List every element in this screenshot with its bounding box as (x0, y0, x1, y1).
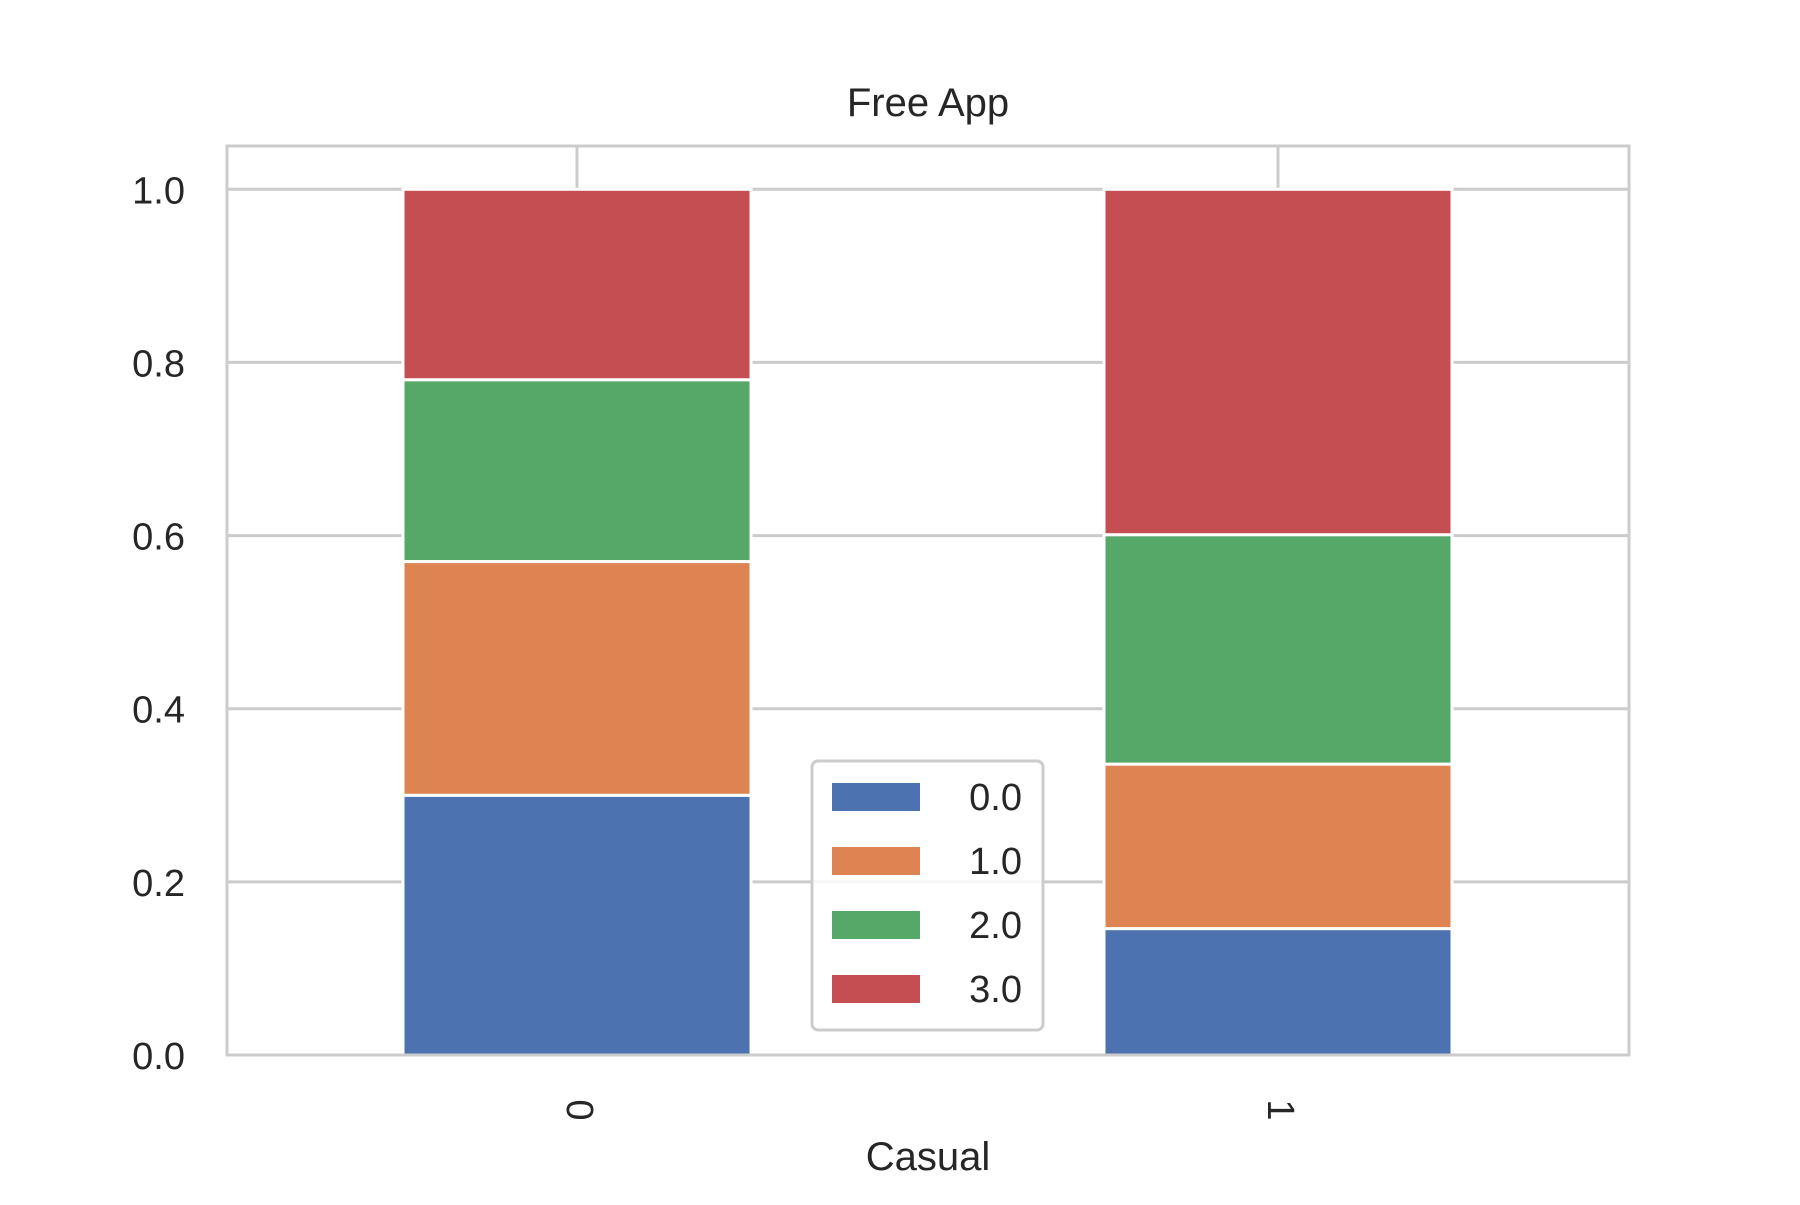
legend-swatch (832, 783, 920, 811)
bar-segment (401, 560, 753, 797)
legend-label: 3.0 (969, 969, 1022, 1011)
y-tick-label: 0.4 (132, 690, 185, 732)
axis-ticks: 0.0 0.2 0.4 0.6 0.8 1.0 0 1 (132, 170, 1301, 1120)
plot-frame (225, 144, 1631, 1057)
legend-label: 2.0 (969, 905, 1022, 947)
x-axis-label: Casual (866, 1135, 991, 1179)
bar-segment (1102, 187, 1454, 537)
bar-segment (401, 793, 753, 1057)
bar-segment (1102, 533, 1454, 766)
y-tick-label: 1.0 (132, 170, 185, 212)
legend-swatch (832, 975, 920, 1003)
bars (401, 187, 1454, 1057)
bar-segment (1102, 762, 1454, 931)
bar-segment (1102, 927, 1454, 1057)
x-tick-label: 0 (558, 1099, 600, 1120)
legend: 0.0 1.0 2.0 3.0 (810, 759, 1045, 1032)
x-tick-label: 1 (1259, 1099, 1301, 1120)
y-tick-label: 0.2 (132, 863, 185, 905)
bar-segment (401, 187, 753, 382)
legend-label: 0.0 (969, 777, 1022, 819)
legend-box (810, 759, 1045, 1032)
chart-title: Free App (847, 81, 1009, 125)
legend-swatch (832, 911, 920, 939)
bar-segment (401, 378, 753, 564)
legend-label: 1.0 (969, 841, 1022, 883)
legend-swatch (832, 847, 920, 875)
y-tick-label: 0.6 (132, 517, 185, 559)
y-tick-label: 0.8 (132, 343, 185, 385)
y-tick-label: 0.0 (132, 1036, 185, 1078)
